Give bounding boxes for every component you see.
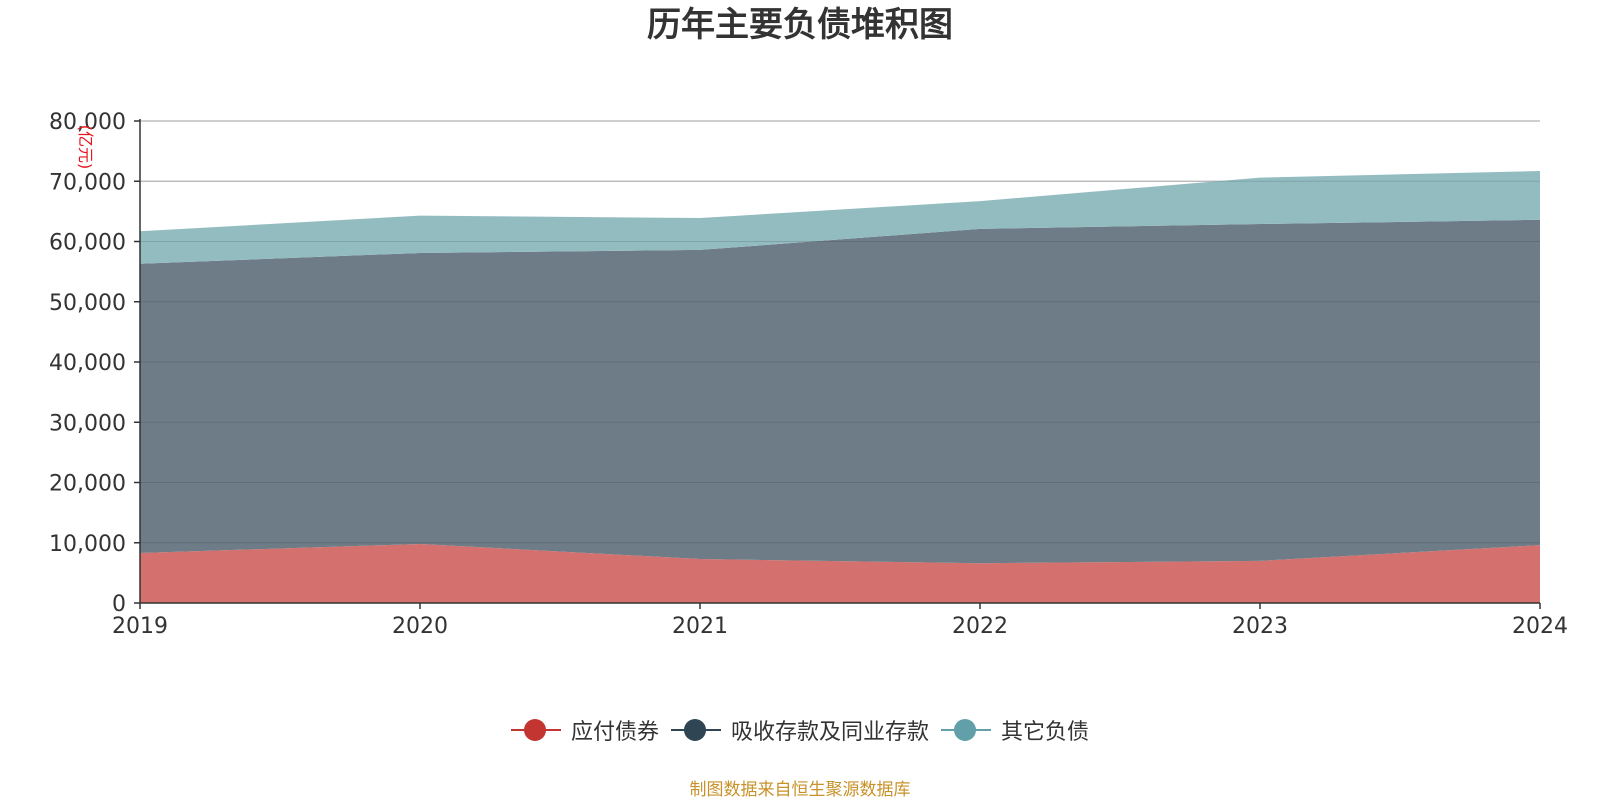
x-tick-label: 2024 xyxy=(1512,614,1568,639)
y-tick-label: 50,000 xyxy=(49,291,126,316)
legend-label: 应付债券 xyxy=(570,720,659,745)
y-tick-label: 10,000 xyxy=(49,532,126,557)
legend-item-1[interactable]: 应付债券 xyxy=(510,714,659,746)
legend-item-2[interactable]: 吸收存款及同业存款 xyxy=(670,714,929,746)
legend-item-3[interactable]: 其它负债 xyxy=(941,714,1089,746)
tick-labels: 0 10,000 20,000 30,000 40,000 50,000 60,000 70,… xyxy=(49,110,1568,639)
legend-dot xyxy=(683,719,706,741)
y-axis-unit-label: (亿元) xyxy=(76,125,95,170)
area-series-1 xyxy=(140,543,1540,603)
y-tick-label: 30,000 xyxy=(49,411,126,436)
legend-dot xyxy=(523,719,546,741)
x-tick-label: 2021 xyxy=(672,614,728,639)
legend-marker xyxy=(510,717,561,743)
legend-marker xyxy=(670,717,721,743)
chart-title: 历年主要负债堆积图 xyxy=(647,5,953,45)
area-series-3 xyxy=(140,171,1540,264)
y-tick-label: 80,000 xyxy=(49,110,126,135)
x-tick-label: 2022 xyxy=(952,614,1008,639)
legend-label: 其它负债 xyxy=(1001,720,1090,745)
x-tick-label: 2020 xyxy=(392,614,448,639)
source-note: 制图数据来自恒生聚源数据库 xyxy=(689,780,911,800)
x-tick-label: 2019 xyxy=(112,614,168,639)
y-tick-label: 70,000 xyxy=(49,170,126,195)
y-tick-label: 60,000 xyxy=(49,231,126,256)
y-tick-label: 0 xyxy=(112,592,126,617)
legend-label: 吸收存款及同业存款 xyxy=(730,720,929,745)
legend-marker xyxy=(941,717,991,743)
legend: 应付债券 吸收存款及同业存款 其它负债 xyxy=(0,714,1600,746)
axes xyxy=(134,119,1541,609)
area-series xyxy=(140,120,1540,603)
y-tick-label: 20,000 xyxy=(49,472,126,497)
legend-dot xyxy=(954,719,976,741)
area-series-2 xyxy=(140,219,1540,564)
x-tick-label: 2023 xyxy=(1232,614,1288,639)
y-tick-label: 40,000 xyxy=(49,351,126,376)
